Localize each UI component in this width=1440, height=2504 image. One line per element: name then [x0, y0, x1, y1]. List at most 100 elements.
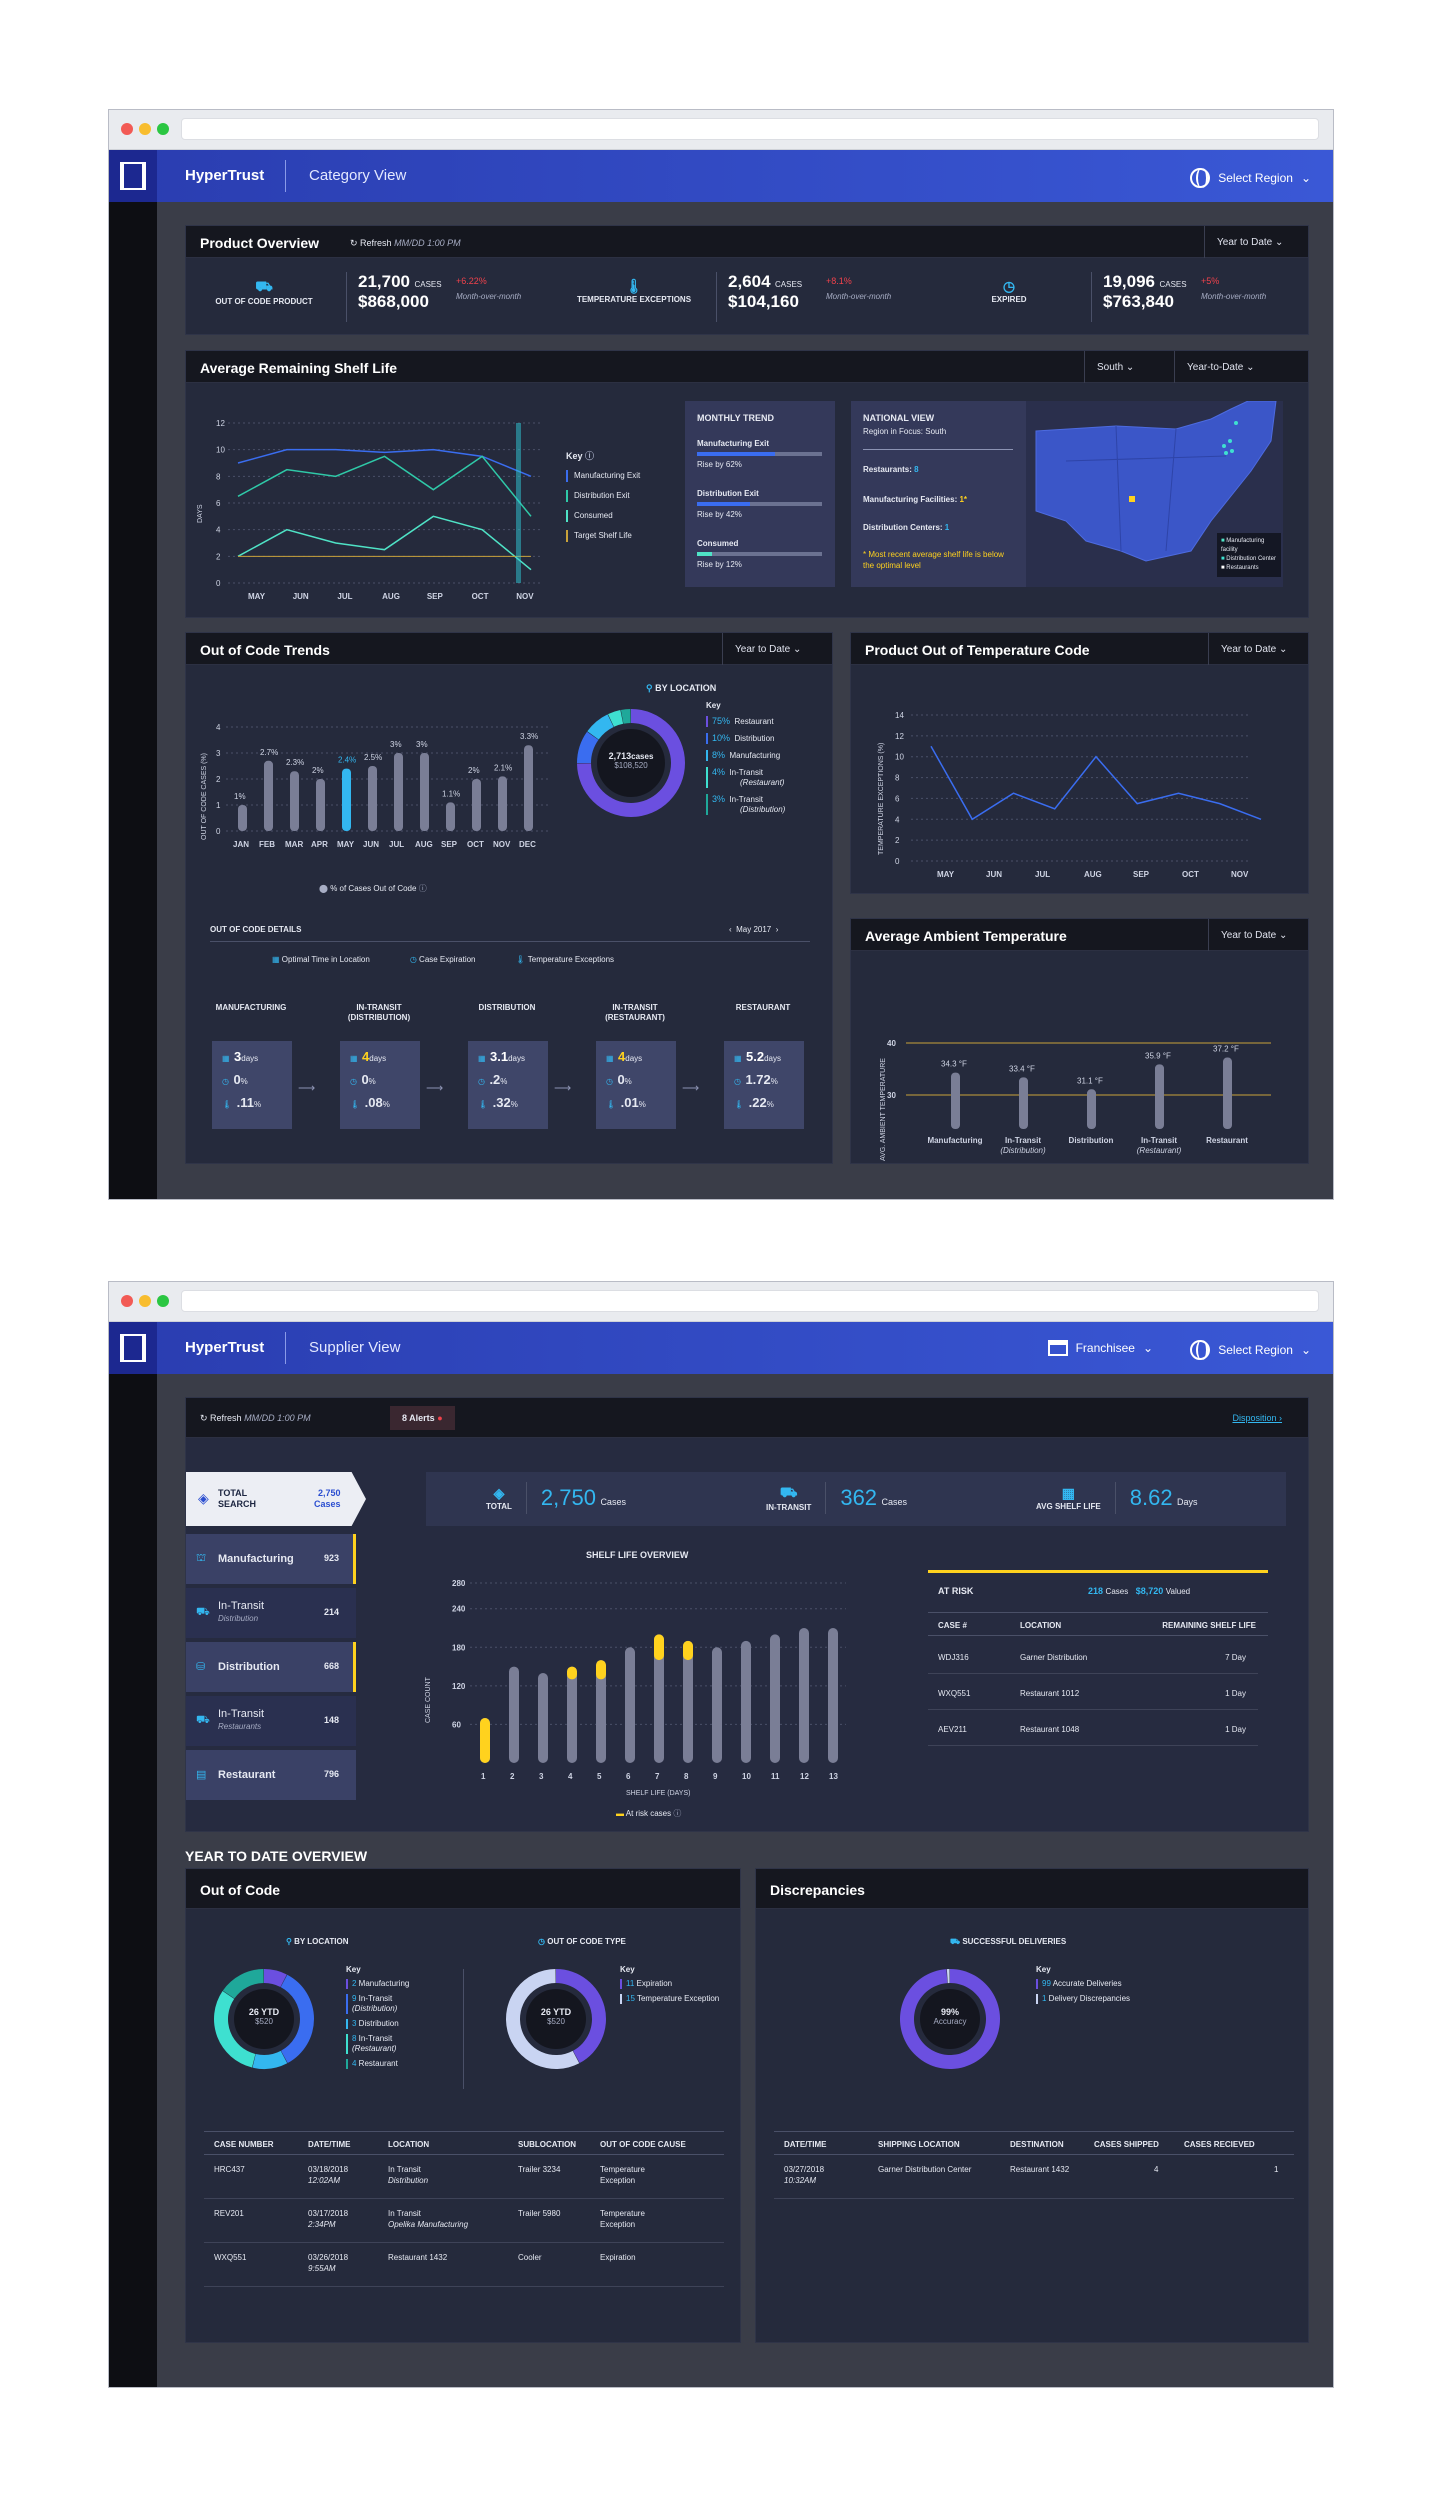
divider — [1091, 272, 1092, 322]
ytd-location-donut[interactable] — [210, 1965, 318, 2073]
disposition-link[interactable]: Disposition › — [1232, 1413, 1282, 1423]
panel-header: Average Remaining Shelf Life South Year-… — [186, 351, 1308, 383]
location-donut-slice — [252, 2050, 288, 2069]
range-dropdown[interactable]: Year to Date — [1208, 633, 1308, 665]
logo-icon[interactable] — [109, 150, 157, 202]
location-donut-slice — [264, 1969, 287, 1987]
metric-label: ◷ EXPIRED — [991, 278, 1027, 304]
stage-card: ▦ 3days ◷ 0% 🌡 .11% — [212, 1041, 292, 1129]
x-tick-label: AUG — [1084, 870, 1102, 879]
close-dot-icon[interactable] — [121, 123, 133, 135]
range-dropdown[interactable]: Year to Date — [722, 633, 832, 665]
logo-icon[interactable] — [109, 1322, 157, 1374]
divider — [716, 272, 717, 322]
table-row[interactable]: HRC437 03/18/2018 12:02AM In Transit Distrib… — [204, 2155, 724, 2199]
region-dropdown[interactable]: South — [1084, 351, 1174, 383]
table-row[interactable]: 03/27/2018 10:32AM Garner Distribution Cen… — [774, 2155, 1294, 2199]
ytd-heading: YEAR TO DATE OVERVIEW — [185, 1848, 368, 1864]
bar — [799, 1628, 809, 1763]
left-rail — [109, 202, 157, 1199]
table-row[interactable]: REV201 03/17/2018 2:34PM In Transit Opelika … — [204, 2199, 724, 2243]
region-focus: Region in Focus: South — [863, 427, 947, 436]
x-tick-label: 4 — [568, 1772, 573, 1781]
x-tick-label: NOV — [516, 592, 534, 601]
table-row[interactable]: WXQ551 Restaurant 1012 1 Day — [928, 1676, 1258, 1710]
browser-chrome — [109, 110, 1333, 150]
divider — [285, 160, 286, 192]
close-dot-icon[interactable] — [121, 1295, 133, 1307]
overview-metric: 🌡 TEMPERATURE EXCEPTIONS 2,604 CASES $104,1… — [556, 258, 936, 336]
panel-title: Average Ambient Temperature — [865, 928, 1067, 944]
stage-card: ▦ 5.2days ◷ 1.72% 🌡 .22% — [724, 1041, 804, 1129]
divider — [463, 1969, 464, 2089]
shelf-overview-title: SHELF LIFE OVERVIEW — [586, 1550, 689, 1560]
x-tick-label: OCT — [467, 840, 484, 849]
y-tick-label: 10 — [895, 753, 904, 762]
y-tick-label: 120 — [452, 1682, 466, 1691]
address-bar[interactable] — [181, 1290, 1319, 1312]
x-tick-label: 13 — [829, 1772, 838, 1781]
nav-item-restaurant[interactable]: ▤ Restaurant 796 — [186, 1750, 356, 1800]
table-row[interactable]: WDJ316 Garner Distribution 7 Day — [928, 1640, 1258, 1674]
bar — [596, 1660, 606, 1763]
range-dropdown[interactable]: Year-to-Date — [1174, 351, 1308, 383]
nav-item-distribution[interactable]: ⛁ Distribution 668 — [186, 1642, 356, 1692]
range-dropdown[interactable]: Year to Date — [1204, 226, 1308, 258]
refresh-button[interactable]: ↻ Refresh MM/DD 1:00 PM — [200, 1413, 311, 1423]
bar — [654, 1634, 664, 1763]
bar-label: 2.3% — [286, 758, 304, 767]
x-tick-label: JUN — [293, 592, 309, 601]
kpi-item: ◈ TOTAL 2,750 Cases — [486, 1482, 626, 1514]
x-tick-label: JUN — [986, 870, 1002, 879]
x-tick-label: JUL — [1035, 870, 1050, 879]
y-tick-label: 2 — [895, 836, 900, 845]
location-key-item: 8% Manufacturing — [706, 750, 826, 761]
maximize-dot-icon[interactable] — [157, 1295, 169, 1307]
y-axis-label: OUT OF CODE CASES (%) — [201, 753, 208, 840]
x-tick-label: 9 — [713, 1772, 718, 1781]
refresh-button[interactable]: ↻ Refresh MM/DD 1:00 PM — [350, 238, 461, 249]
nav-item-manufacturing[interactable]: ⛫ Manufacturing 923 — [186, 1534, 356, 1584]
y-tick-label: 2 — [216, 552, 221, 561]
x-tick-label: MAR — [285, 840, 303, 849]
x-tick-label: NOV — [493, 840, 511, 849]
location-key-item: 3 Distribution — [346, 2019, 446, 2029]
franchisee-select[interactable]: Franchisee ⌄ — [1047, 1340, 1153, 1356]
key-title: Key ⓘ — [566, 451, 595, 461]
bar — [368, 766, 377, 831]
minimize-dot-icon[interactable] — [139, 1295, 151, 1307]
brand-name: HyperTrust — [185, 167, 265, 184]
bar-label: 2.7% — [260, 748, 278, 757]
bar — [1019, 1077, 1028, 1129]
alerts-badge[interactable]: 8 Alerts ● — [390, 1406, 455, 1430]
y-tick-label: 8 — [216, 472, 221, 481]
location-donut-slice — [222, 1969, 264, 1999]
shelf-life-note: * Most recent average shelf life is belo… — [863, 550, 1004, 570]
y-tick-label: 12 — [895, 732, 904, 741]
type-donut-hole — [526, 1989, 586, 2049]
maximize-dot-icon[interactable] — [157, 123, 169, 135]
x-tick-label: NOV — [1231, 870, 1249, 879]
range-dropdown[interactable]: Year to Date — [1208, 919, 1308, 951]
month-selector[interactable]: ‹ May 2017 › — [729, 925, 779, 934]
table-row[interactable]: WXQ551 03/26/2018 9:55AM Restaurant 1432 Coo… — [204, 2243, 724, 2287]
bar — [498, 776, 507, 831]
refresh-label: Refresh — [360, 238, 392, 248]
location-donut-hole — [234, 1989, 294, 2049]
x-tick-label: 7 — [655, 1772, 660, 1781]
y-tick-label: 0 — [216, 827, 221, 836]
region-select[interactable]: Select Region ⌄ — [1190, 1340, 1311, 1360]
ytd-type-donut[interactable] — [502, 1965, 610, 2073]
y-tick-label: 240 — [452, 1605, 466, 1614]
table-row[interactable]: AEV211 Restaurant 1048 1 Day — [928, 1712, 1258, 1746]
deliveries-donut[interactable] — [896, 1965, 1004, 2073]
panel-header: Average Ambient Temperature Year to Date — [851, 919, 1308, 951]
manufacturing-facility-marker[interactable] — [1129, 496, 1135, 502]
nav-item-in-transit[interactable]: ⛟ In-Transit Distribution 214 — [186, 1588, 356, 1638]
location-donut-chart[interactable] — [571, 703, 691, 823]
total-search-tab[interactable]: ◈ TOTAL SEARCH 2,750 Cases — [186, 1472, 366, 1526]
minimize-dot-icon[interactable] — [139, 123, 151, 135]
address-bar[interactable] — [181, 118, 1319, 140]
region-select[interactable]: Select Region ⌄ — [1190, 168, 1311, 188]
nav-item-in-transit[interactable]: ⛟ In-Transit Restaurants 148 — [186, 1696, 356, 1746]
